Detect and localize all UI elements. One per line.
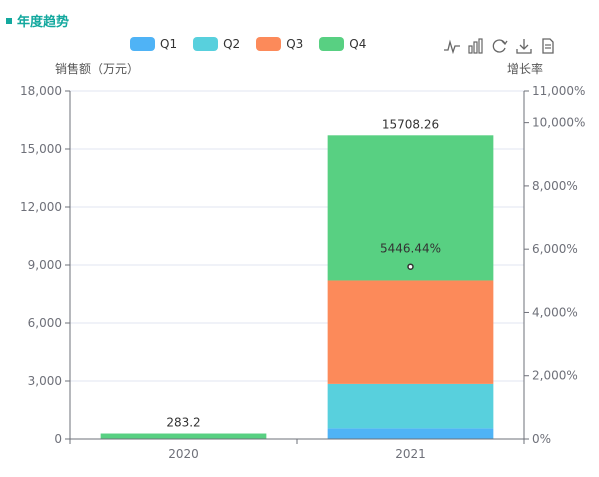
legend-item-q2[interactable]: Q2 (193, 37, 240, 51)
chart-title: 年度趋势 (17, 15, 70, 30)
legend-label-q1: Q1 (160, 37, 178, 51)
legend-item-q3[interactable]: Q3 (256, 37, 303, 51)
bar-q3-2021[interactable] (327, 280, 494, 384)
y2-tick-label: 6,000% (532, 242, 578, 256)
x-tick-label: 2021 (395, 447, 426, 461)
total-label-2021: 15708.26 (382, 117, 439, 131)
y2-tick-label: 8,000% (532, 179, 578, 193)
y2-tick-label: 2,000% (532, 369, 578, 383)
bar-q1-2021[interactable] (327, 428, 494, 439)
y-tick-label: 3,000 (28, 374, 62, 388)
y-tick-label: 9,000 (28, 258, 62, 272)
growth-label-2021: 5446.44% (380, 242, 441, 256)
legend-label-q3: Q3 (286, 37, 304, 51)
legend-label-q4: Q4 (349, 37, 367, 51)
legend-label-q2: Q2 (223, 37, 241, 51)
bar-q4-2020[interactable] (100, 433, 267, 439)
toolbox (440, 36, 560, 56)
growth-point-2021[interactable] (407, 263, 414, 270)
y2-tick-label: 4,000% (532, 305, 578, 319)
legend-swatch-q2 (193, 37, 219, 51)
y2-axis-title: 增长率 (507, 61, 543, 76)
y-axis-title: 销售额（万元） (55, 61, 139, 76)
bar-q4-2021[interactable] (327, 135, 494, 281)
y-tick-label: 0 (54, 432, 62, 446)
legend-swatch-q3 (256, 37, 282, 51)
bar-chart-icon[interactable] (464, 36, 488, 56)
y2-tick-label: 0% (532, 432, 551, 446)
total-label-2020: 283.2 (166, 416, 200, 430)
line-chart-icon[interactable] (440, 36, 464, 56)
y-tick-label: 18,000 (20, 84, 62, 98)
refresh-icon[interactable] (488, 36, 512, 56)
data-view-icon[interactable] (536, 36, 560, 56)
header-marker (6, 17, 12, 24)
y-tick-label: 12,000 (20, 200, 62, 214)
bar-q2-2021[interactable] (327, 383, 494, 429)
download-icon[interactable] (512, 36, 536, 56)
y2-tick-label: 10,000% (532, 116, 585, 130)
legend-item-q1[interactable]: Q1 (130, 37, 177, 51)
y-tick-label: 6,000 (28, 316, 62, 330)
chart-header: 年度趋势 (6, 11, 69, 30)
y2-tick-label: 11,000% (532, 84, 585, 98)
y-tick-label: 15,000 (20, 142, 62, 156)
legend: Q1 Q2 Q3 Q4 (130, 37, 382, 51)
legend-swatch-q4 (319, 37, 345, 51)
legend-swatch-q1 (130, 37, 155, 51)
x-tick-label: 2020 (168, 447, 199, 461)
legend-item-q4[interactable]: Q4 (319, 37, 366, 51)
